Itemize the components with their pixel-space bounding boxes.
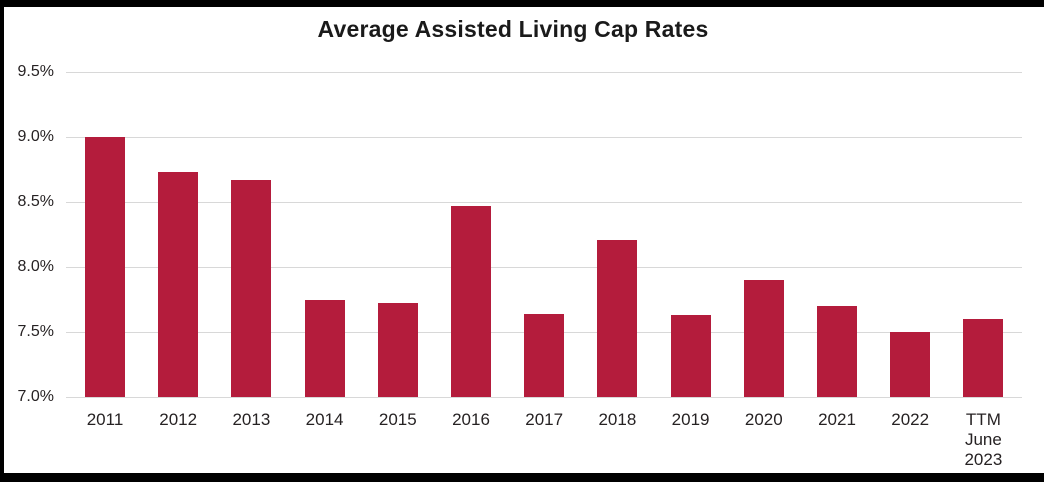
x-axis-tick-label: 2022 bbox=[891, 410, 930, 429]
bar-2013 bbox=[231, 179, 272, 397]
x-axis-tick-label: TTM June 2023 bbox=[964, 410, 1003, 469]
x-axis-tick-label: 2021 bbox=[818, 410, 856, 429]
y-axis-tick-label: 8.5% bbox=[17, 193, 54, 210]
gridline bbox=[66, 137, 1022, 138]
chart-canvas: Average Assisted Living Cap Rates 9.5% 9.… bbox=[4, 7, 1044, 473]
bar-ttm bbox=[963, 319, 1004, 397]
x-axis-tick-label: 2012 bbox=[159, 410, 198, 429]
gridline bbox=[66, 397, 1022, 398]
x-axis-tick-label: 2014 bbox=[305, 410, 344, 429]
bar-2022 bbox=[890, 332, 931, 397]
y-axis-tick-label: 9.0% bbox=[17, 128, 54, 145]
y-axis-tick-label: 7.0% bbox=[17, 388, 54, 405]
bar-2020 bbox=[743, 280, 784, 397]
bar-2018 bbox=[597, 239, 638, 397]
gridline bbox=[66, 72, 1022, 73]
gridline bbox=[66, 267, 1022, 268]
bar-2015 bbox=[377, 303, 418, 397]
bar-2016 bbox=[451, 205, 491, 397]
y-axis-tick-label: 8.0% bbox=[17, 258, 54, 275]
bar-2014 bbox=[304, 299, 345, 397]
chart-title: Average Assisted Living Cap Rates bbox=[317, 16, 709, 42]
x-axis-tick-label: 2018 bbox=[598, 410, 637, 429]
bar-2011 bbox=[85, 137, 125, 397]
bar-2019 bbox=[670, 315, 711, 397]
x-axis-tick-label: 2011 bbox=[86, 410, 124, 429]
y-axis-tick-label: 7.5% bbox=[17, 323, 54, 340]
plot-area: 9.5% 9.0% 8.5% 8.0% 7.5% 7.0% 2011 2012 2013 2014… bbox=[4, 7, 1044, 473]
x-axis-tick-label: 2015 bbox=[378, 410, 417, 429]
x-axis-tick-label: 2013 bbox=[232, 410, 271, 429]
bar-2017 bbox=[524, 313, 565, 397]
bar-2012 bbox=[158, 172, 199, 397]
x-axis-tick-label: 2016 bbox=[452, 410, 490, 429]
x-axis-tick-label: 2020 bbox=[744, 410, 783, 429]
x-axis-tick-label: 2019 bbox=[671, 410, 710, 429]
x-axis-tick-label: 2017 bbox=[525, 410, 564, 429]
bar-2021 bbox=[817, 306, 857, 397]
gridline bbox=[66, 202, 1022, 203]
y-axis-tick-label: 9.5% bbox=[17, 63, 54, 80]
